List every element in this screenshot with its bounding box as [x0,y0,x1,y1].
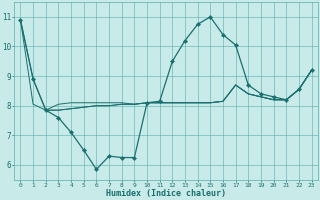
X-axis label: Humidex (Indice chaleur): Humidex (Indice chaleur) [106,189,226,198]
